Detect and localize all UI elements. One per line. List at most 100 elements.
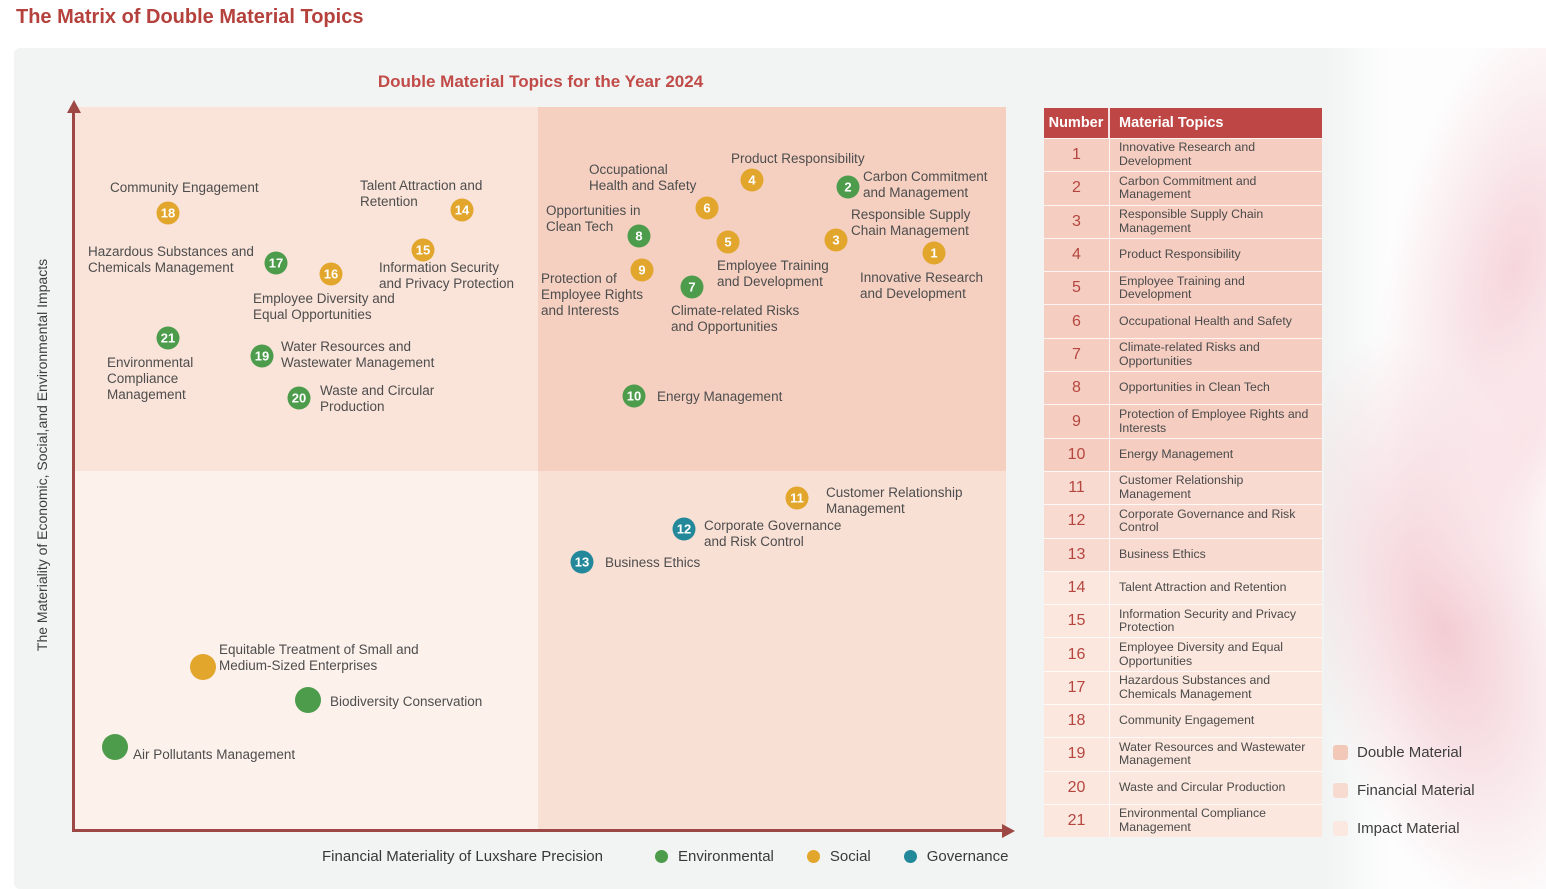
material-swatch-icon — [1333, 745, 1348, 760]
matrix-point-label: Energy Management — [657, 389, 783, 404]
matrix-point-label: Corporate Governance and Risk Control — [704, 518, 842, 549]
row-topic: Waste and Circular Production — [1119, 779, 1286, 794]
matrix-point-label: Customer Relationship Management — [826, 485, 963, 516]
row-topic: Opportunities in Clean Tech — [1119, 380, 1270, 395]
matrix-point-19: 19 — [250, 344, 274, 368]
row-topic: Energy Management — [1119, 446, 1234, 461]
row-topic: Environmental Compliance Management — [1119, 806, 1266, 835]
page-title: The Matrix of Double Material Topics — [16, 6, 364, 28]
legend-item-environmental: Environmental — [655, 848, 774, 865]
row-number: 2 — [1044, 172, 1110, 205]
table-row: 14 Talent Attraction and Retention — [1044, 570, 1322, 605]
row-number: 16 — [1044, 638, 1110, 671]
row-number: 18 — [1044, 705, 1110, 738]
row-topic: Talent Attraction and Retention — [1119, 580, 1287, 595]
material-legend-label: Double Material — [1357, 744, 1463, 761]
table-row: 19 Water Resources and Wastewater Managem… — [1044, 737, 1322, 771]
quadrant-low-materiality — [75, 471, 538, 831]
quadrant-financial-material — [538, 471, 1006, 831]
table-row: 3 Responsible Supply Chain Management — [1044, 204, 1322, 238]
matrix-point-2: 2 — [836, 175, 860, 199]
row-number: 20 — [1044, 771, 1110, 804]
matrix-point-9: 9 — [630, 258, 654, 282]
row-number: 10 — [1044, 438, 1110, 471]
table-row: 16 Employee Diversity and Equal Opportuni… — [1044, 637, 1322, 671]
matrix-point-13: 13 — [570, 550, 594, 574]
legend-item-social: Social — [806, 848, 871, 865]
x-axis-line — [72, 829, 1006, 832]
matrix-point — [102, 734, 128, 760]
y-axis-label: The Materiality of Economic, Social,and … — [34, 258, 50, 652]
table-row: 2 Carbon Commitment and Management — [1044, 171, 1322, 205]
row-topic: Employee Training and Development — [1119, 273, 1245, 302]
row-topic: Information Security and Privacy Protect… — [1119, 606, 1297, 635]
material-legend: Double Material Financial Material Impact … — [1333, 744, 1475, 858]
matrix-point-7: 7 — [680, 275, 704, 299]
row-number: 6 — [1044, 305, 1110, 338]
row-topic: Innovative Research and Development — [1119, 140, 1256, 169]
matrix-point-label: Employee Diversity and Equal Opportuniti… — [253, 291, 395, 322]
matrix-point-11: 11 — [785, 486, 809, 510]
topics-table-body: 1 Innovative Research and Development 2 Car… — [1044, 138, 1322, 838]
environmental-dot-icon — [655, 850, 668, 863]
row-number: 9 — [1044, 405, 1110, 438]
row-number: 17 — [1044, 671, 1110, 705]
material-legend-item: Impact Material — [1333, 820, 1475, 837]
table-row: 20 Waste and Circular Production — [1044, 770, 1322, 804]
matrix-point-label: Protection of Employee Rights and Intere… — [541, 271, 644, 318]
matrix-point-16: 16 — [319, 262, 343, 286]
matrix-point — [295, 687, 321, 713]
row-topic: Employee Diversity and Equal Opportuniti… — [1119, 639, 1284, 668]
row-number: 3 — [1044, 205, 1110, 238]
matrix-point-14: 14 — [450, 198, 474, 222]
row-number: 21 — [1044, 804, 1110, 838]
row-number: 13 — [1044, 538, 1110, 571]
row-topic: Community Engagement — [1119, 713, 1255, 728]
table-row: 10 Energy Management — [1044, 437, 1322, 471]
matrix-point-label: Community Engagement — [110, 180, 259, 195]
material-legend-item: Double Material — [1333, 744, 1475, 761]
matrix-point-label: Opportunities in Clean Tech — [546, 203, 641, 234]
matrix-point-label: Hazardous Substances and Chemicals Manag… — [88, 244, 254, 275]
row-topic: Climate-related Risks and Opportunities — [1119, 340, 1260, 368]
x-axis-label: Financial Materiality of Luxshare Precis… — [322, 848, 603, 865]
matrix-point-5: 5 — [716, 230, 740, 254]
legend-item-governance: Governance — [903, 848, 1008, 865]
table-row: 4 Product Responsibility — [1044, 237, 1322, 272]
matrix-point-21: 21 — [156, 326, 180, 350]
legend-label: Social — [829, 848, 871, 865]
table-row: 6 Occupational Health and Safety — [1044, 304, 1322, 338]
matrix-point-1: 1 — [922, 241, 946, 265]
matrix-point-label: Waste and Circular Production — [320, 383, 435, 414]
matrix-point-label: Product Responsibility — [731, 151, 865, 166]
y-axis-line — [72, 112, 75, 831]
matrix-point-label: Occupational Health and Safety — [589, 162, 697, 193]
material-legend-label: Impact Material — [1357, 820, 1460, 837]
row-topic: Hazardous Substances and Chemicals Manag… — [1119, 673, 1271, 701]
row-number: 12 — [1044, 505, 1110, 538]
matrix-point-label: Environmental Compliance Management — [107, 355, 194, 402]
table-header: Number Material Topics — [1044, 108, 1322, 138]
row-number: 11 — [1044, 471, 1110, 505]
row-topic: Water Resources and Wastewater Managemen… — [1119, 739, 1306, 768]
table-row: 8 Opportunities in Clean Tech — [1044, 371, 1322, 405]
row-number: 7 — [1044, 338, 1110, 372]
table-header-number: Number — [1044, 108, 1110, 138]
category-legend: Environmental Social Governance — [655, 848, 1008, 865]
row-number: 8 — [1044, 372, 1110, 405]
y-axis-arrow-icon — [67, 100, 81, 113]
matrix-point-10: 10 — [622, 384, 646, 408]
matrix-point-15: 15 — [411, 238, 435, 262]
table-row: 15 Information Security and Privacy Prote… — [1044, 604, 1322, 638]
x-axis-arrow-icon — [1002, 824, 1015, 838]
table-row: 9 Protection of Employee Rights and Inter… — [1044, 404, 1322, 438]
table-row: 13 Business Ethics — [1044, 537, 1322, 571]
matrix-point-label: Climate-related Risks and Opportunities — [671, 303, 800, 334]
row-topic: Product Responsibility — [1119, 247, 1241, 262]
matrix-point-label: Talent Attraction and Retention — [360, 178, 483, 209]
decorative-wave — [1324, 48, 1546, 889]
row-number: 5 — [1044, 272, 1110, 305]
quadrant-impact-material — [75, 107, 538, 471]
chart-title: Double Material Topics for the Year 2024 — [377, 72, 704, 91]
material-legend-item: Financial Material — [1333, 782, 1475, 799]
